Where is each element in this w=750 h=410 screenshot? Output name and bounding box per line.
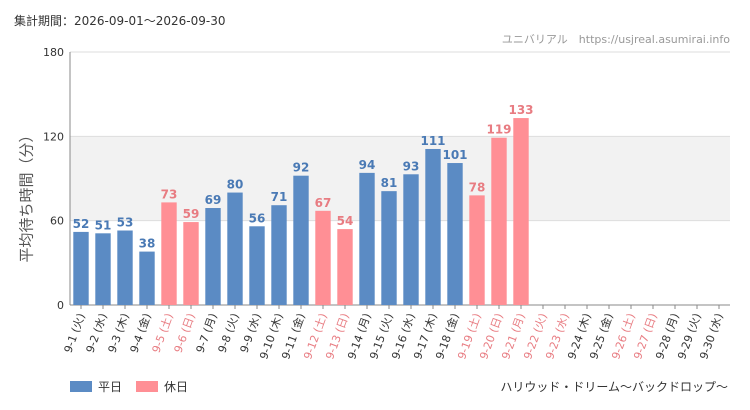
aggregation-period: 集計期間：2026-09-01～2026-09-30: [14, 14, 226, 28]
bar: [117, 230, 133, 305]
data-label: 54: [337, 214, 354, 228]
data-label: 80: [227, 178, 244, 192]
data-label: 53: [117, 216, 134, 230]
data-label: 38: [139, 237, 156, 251]
data-label: 133: [508, 103, 533, 117]
data-label: 71: [271, 190, 288, 204]
bar: [381, 191, 397, 305]
y-tick-label: 120: [43, 130, 64, 143]
data-label: 94: [359, 158, 376, 172]
data-label: 51: [95, 218, 112, 232]
data-label: 73: [161, 187, 178, 201]
bar: [249, 226, 265, 305]
bar: [183, 222, 199, 305]
bar: [227, 192, 243, 305]
bar: [271, 205, 287, 305]
bar: [469, 195, 485, 305]
bar: [447, 163, 463, 305]
legend-weekday-swatch: [70, 381, 92, 392]
bar: [95, 233, 111, 305]
y-tick-label: 180: [43, 46, 64, 59]
data-label: 101: [442, 148, 467, 162]
bar: [161, 202, 177, 305]
bar: [293, 175, 309, 305]
legend: 平日 休日: [70, 378, 202, 395]
legend-holiday: 休日: [136, 378, 188, 395]
data-label: 81: [381, 176, 398, 190]
data-label: 111: [420, 134, 445, 148]
y-tick-label: 60: [50, 215, 64, 228]
y-tick-label: 0: [57, 299, 64, 312]
data-label: 93: [403, 159, 420, 173]
bar: [139, 251, 155, 305]
legend-holiday-label: 休日: [164, 380, 189, 394]
bar: [425, 148, 441, 305]
bar: [513, 118, 529, 305]
legend-holiday-swatch: [136, 381, 159, 392]
data-label: 92: [293, 161, 310, 175]
bar: [73, 231, 89, 305]
bar: [315, 210, 331, 305]
legend-weekday-label: 平日: [98, 380, 123, 394]
data-label: 59: [183, 207, 200, 221]
bar: [491, 137, 507, 305]
bar: [205, 208, 221, 305]
data-label: 78: [469, 180, 486, 194]
attraction-name: ハリウッド・ドリーム～バックドロップ～: [500, 380, 728, 394]
bar: [359, 172, 375, 305]
shaded-band: [70, 136, 730, 221]
bar: [337, 229, 353, 305]
data-label: 119: [486, 123, 511, 137]
data-label: 67: [315, 196, 332, 210]
bar: [403, 174, 419, 305]
site-credit: ユニバリアル https://usjreal.asumirai.info: [501, 33, 730, 46]
data-label: 56: [249, 211, 266, 225]
data-label: 52: [73, 217, 90, 231]
data-label: 69: [205, 193, 222, 207]
legend-weekday: 平日: [70, 378, 122, 395]
